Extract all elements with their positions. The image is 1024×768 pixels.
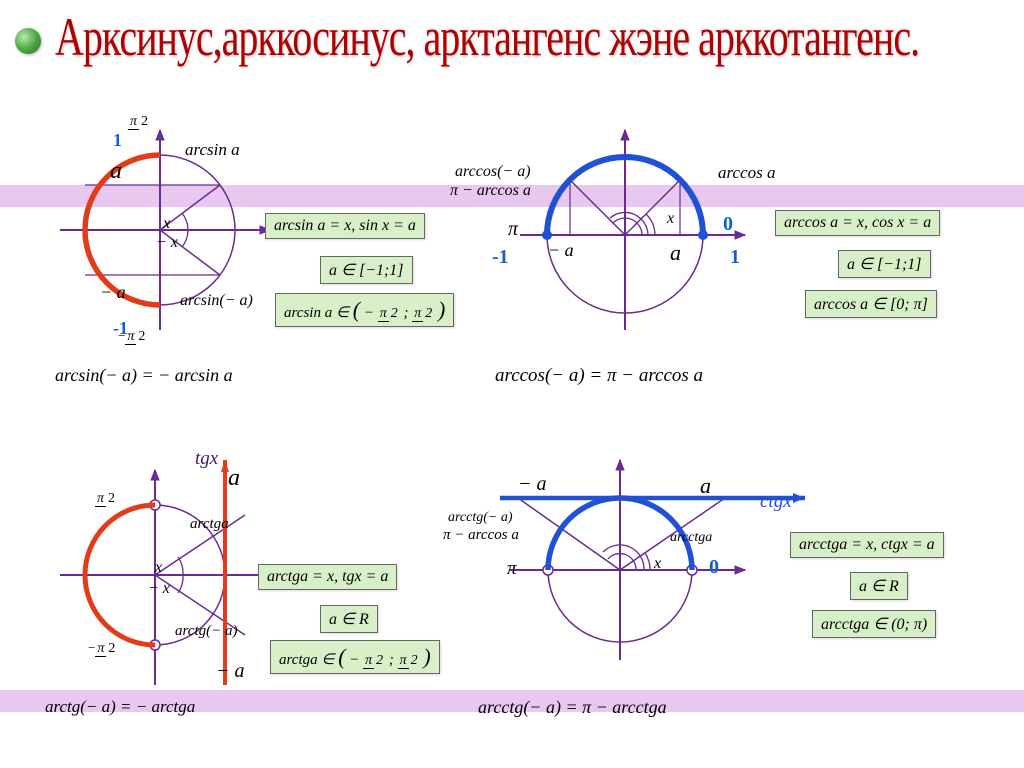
- pi4-label: π: [507, 558, 517, 580]
- arccos-box1: arccos a = x, cos x = a: [775, 210, 940, 236]
- neg-x3-label: − x: [148, 580, 170, 598]
- arcsin-box2: a ∈ [−1;1]: [320, 256, 413, 284]
- a2-label: a: [670, 240, 681, 266]
- axis-1: 1: [113, 130, 122, 151]
- arcsin-box3: arcsin a ∈ ( − π2 ; π2 ): [275, 293, 454, 327]
- pi2-3b: −π2: [88, 640, 117, 656]
- pi-minus-label: π − arccos a: [450, 182, 531, 200]
- x4-label: x: [654, 555, 661, 573]
- a3-label: a: [228, 465, 240, 492]
- ctgx-label: ctgx: [760, 491, 792, 513]
- arcctga-label: arcctga: [670, 530, 712, 546]
- axis-zero: 0: [723, 213, 733, 236]
- arccos-box3: arccos a ∈ [0; π]: [805, 290, 937, 318]
- neg-a-label: − a: [100, 282, 126, 303]
- arcctg-box3: arcctga ∈ (0; π): [812, 610, 936, 638]
- a-label: a: [110, 158, 122, 185]
- x2-label: x: [667, 210, 674, 228]
- arccos-identity: arccos(− a) = π − arccos a: [495, 365, 703, 387]
- arcsin-box1: arcsin a = x, sin x = a: [265, 213, 425, 239]
- tgx-label: tgx: [195, 448, 218, 470]
- arctg-box1: arctga = x, tgx = a: [258, 564, 397, 590]
- arccos-box2: a ∈ [−1;1]: [838, 250, 931, 278]
- arcctg-identity: arcctg(− a) = π − arcctga: [478, 697, 667, 718]
- neg-a3-label: − a: [216, 660, 245, 683]
- arctga-label: arctga: [190, 516, 229, 533]
- axis-pi: π: [508, 218, 518, 241]
- arctg-box3: arctga ∈ ( − π2 ; π2 ): [270, 640, 440, 674]
- slide-title: Арксинус,арккосинус, арктангенс жэне арк…: [55, 5, 919, 68]
- arccos-a-label: arccos a: [718, 163, 775, 183]
- axis-one2: 1: [730, 246, 740, 269]
- arctg-neg-label: arctg(− a): [175, 623, 237, 640]
- arcsin-identity: arcsin(− a) = − arcsin a: [55, 365, 233, 386]
- arcctg-box2: a ∈ R: [850, 572, 908, 600]
- pi2-bot: −π2: [118, 328, 147, 344]
- arctg-box2: a ∈ R: [320, 605, 378, 633]
- neg-a2-label: − a: [548, 240, 574, 261]
- axis-neg1-2: -1: [492, 246, 509, 269]
- pi2-3t: π2: [95, 490, 117, 506]
- pi-minus4: π − arccos a: [443, 527, 519, 544]
- neg-x-label: − x: [156, 234, 178, 252]
- arccos-neg-a-label: arccos(− a): [455, 163, 531, 181]
- x3-label: x: [155, 559, 162, 577]
- arcsin-a-label: arcsin a: [185, 140, 240, 160]
- pi2-top: π2: [128, 113, 150, 129]
- a4-label: a: [700, 473, 711, 499]
- neg-a4-label: − a: [518, 473, 547, 496]
- arcctg-neg-label: arcctg(− a): [448, 510, 513, 526]
- x-label: x: [163, 215, 170, 233]
- arctg-identity: arctg(− a) = − arctga: [45, 697, 195, 717]
- arcctg-box1: arcctga = x, ctgx = a: [790, 532, 944, 558]
- zero4-label: 0: [709, 556, 719, 579]
- slide-bullet: [15, 28, 41, 54]
- arcsin-neg-a-label: arcsin(− a): [180, 292, 253, 310]
